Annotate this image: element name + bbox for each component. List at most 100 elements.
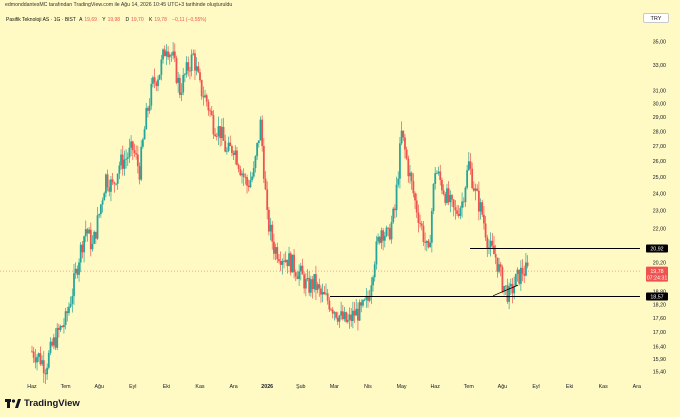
candle-body <box>333 312 336 314</box>
x-tick-label: Kas <box>195 384 204 390</box>
tradingview-logo[interactable]: TradingView <box>5 398 80 409</box>
candle-body <box>264 178 267 190</box>
candle-body <box>106 174 109 188</box>
candle-body <box>98 214 101 216</box>
candle-body <box>207 101 210 111</box>
candle-body <box>42 360 45 374</box>
candle-body <box>254 156 257 169</box>
candle-body <box>128 147 131 158</box>
candle-body <box>205 95 208 102</box>
candle-body <box>178 77 181 95</box>
candle-body <box>409 172 411 177</box>
candle-body <box>108 187 111 192</box>
candle-body <box>494 254 497 258</box>
candle-body <box>331 309 334 314</box>
candle-body <box>138 166 141 180</box>
y-tick-label: 33,00 <box>653 63 666 69</box>
candle-body <box>501 267 504 292</box>
candle-body <box>220 126 223 139</box>
ohlc-close: K 19,78 <box>149 17 167 23</box>
candle-body <box>363 299 366 301</box>
candle-body <box>484 223 487 238</box>
candle-body <box>91 243 94 250</box>
candle-body <box>71 296 74 304</box>
candle-body <box>382 230 385 241</box>
candle-body <box>173 51 176 58</box>
candle-body <box>392 208 395 223</box>
candle-body <box>378 236 381 243</box>
candle-body <box>237 164 240 170</box>
candle-body <box>99 204 102 215</box>
candle-body <box>429 242 432 248</box>
candle-body <box>200 80 203 97</box>
x-tick-label: Kas <box>599 384 608 390</box>
candle-body <box>454 207 457 211</box>
candle-body <box>316 284 319 290</box>
candle-body <box>321 291 324 295</box>
candle-body <box>425 240 428 243</box>
candle-body <box>249 180 252 188</box>
candle-body <box>209 110 211 112</box>
time-axis[interactable]: Haz Tem Ağu Eyl Eki Kas Ara 2026 Şub Mar Nis May Haz… <box>27 384 641 390</box>
candle-body <box>399 143 401 179</box>
candle-body <box>306 277 309 279</box>
candle-body <box>335 312 337 318</box>
candle-body <box>79 244 82 263</box>
upper-line-tag-bg <box>646 244 668 253</box>
candle-body <box>165 51 168 57</box>
price-change: −0,11 (−0,55%) <box>172 17 207 23</box>
candle-body <box>172 51 175 56</box>
candles <box>31 42 529 384</box>
candle-body <box>168 54 171 58</box>
candle-body <box>225 150 228 152</box>
candle-body <box>46 367 49 375</box>
candle-body <box>41 360 43 365</box>
drawings[interactable] <box>0 248 640 297</box>
candle-body <box>439 171 442 181</box>
candle-body <box>278 259 280 262</box>
trendline[interactable] <box>492 284 519 297</box>
candle-body <box>262 145 265 179</box>
candle-body <box>251 176 253 181</box>
candle-body <box>466 170 469 188</box>
candle-body <box>362 300 364 306</box>
candle-body <box>125 158 127 160</box>
candle-body <box>456 210 458 214</box>
candle-body <box>118 165 121 174</box>
candle-body <box>348 314 351 320</box>
candle-body <box>158 74 161 80</box>
candle-body <box>116 173 119 184</box>
candle-body <box>266 189 269 210</box>
candle-body <box>39 353 42 365</box>
y-tick-label: 35,00 <box>653 40 666 46</box>
candle-body <box>504 285 507 287</box>
tradingview-logo-icon <box>5 399 21 408</box>
symbol-legend[interactable]: Pasifik Teknoloji AS · 1G · BIST A 19,69 … <box>6 17 208 23</box>
candle-body <box>83 236 85 253</box>
candle-body <box>506 285 509 302</box>
candle-body <box>427 240 430 248</box>
candle-body <box>476 188 479 191</box>
candle-body <box>61 325 64 328</box>
y-tick-label: 17,00 <box>653 330 666 336</box>
candle-body <box>84 229 87 237</box>
candle-body <box>69 303 72 307</box>
currency-button[interactable]: TRY <box>643 13 669 23</box>
ohlc-low: D 19,70 <box>125 17 144 23</box>
candle-body <box>358 302 361 321</box>
candle-body <box>224 140 227 152</box>
candle-body <box>89 229 92 250</box>
x-tick-label: Eyl <box>532 384 539 390</box>
candle-body <box>259 119 262 141</box>
candle-body <box>370 285 373 298</box>
candle-body <box>93 231 96 244</box>
candle-body <box>143 129 146 140</box>
candle-body <box>131 141 134 151</box>
candle-body <box>105 174 107 194</box>
candle-body <box>153 77 156 83</box>
candle-body <box>195 66 198 71</box>
candle-body <box>152 77 154 84</box>
